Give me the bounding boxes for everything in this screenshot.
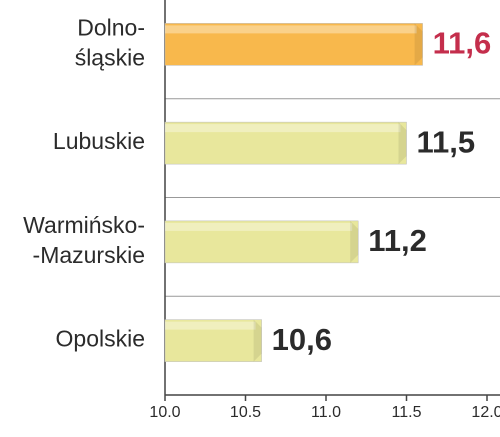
- bar: [164, 121, 407, 165]
- category-label: Dolno-: [77, 14, 145, 40]
- x-tick-label: 12.0: [471, 404, 500, 421]
- category-label: -Mazurskie: [33, 242, 145, 268]
- category-label: Warmińsko-: [23, 212, 145, 238]
- bar-highlight: [165, 321, 256, 330]
- x-tick-label: 11.5: [392, 404, 422, 421]
- value-label: 11,5: [417, 124, 476, 159]
- bar: [164, 220, 359, 264]
- bar: [164, 319, 262, 362]
- bar-bevel: [350, 220, 359, 263]
- x-tick-label: 10.0: [149, 404, 180, 421]
- value-label: 10,6: [272, 322, 332, 357]
- x-tick-label: 10.5: [230, 404, 261, 421]
- bar-bevel: [398, 122, 407, 165]
- category-label: Lubuskie: [53, 128, 145, 154]
- value-label: 11,2: [368, 223, 427, 258]
- x-tick-label: 11.0: [311, 404, 341, 421]
- bar-highlight: [165, 124, 401, 133]
- category-label: Opolskie: [56, 326, 145, 352]
- bar: [164, 23, 423, 66]
- bar-bevel: [414, 23, 423, 66]
- category-label: śląskie: [75, 44, 145, 70]
- bar-highlight: [165, 222, 353, 231]
- bar-highlight: [165, 25, 417, 34]
- value-label: 11,6: [433, 26, 492, 61]
- bar-bevel: [253, 319, 262, 362]
